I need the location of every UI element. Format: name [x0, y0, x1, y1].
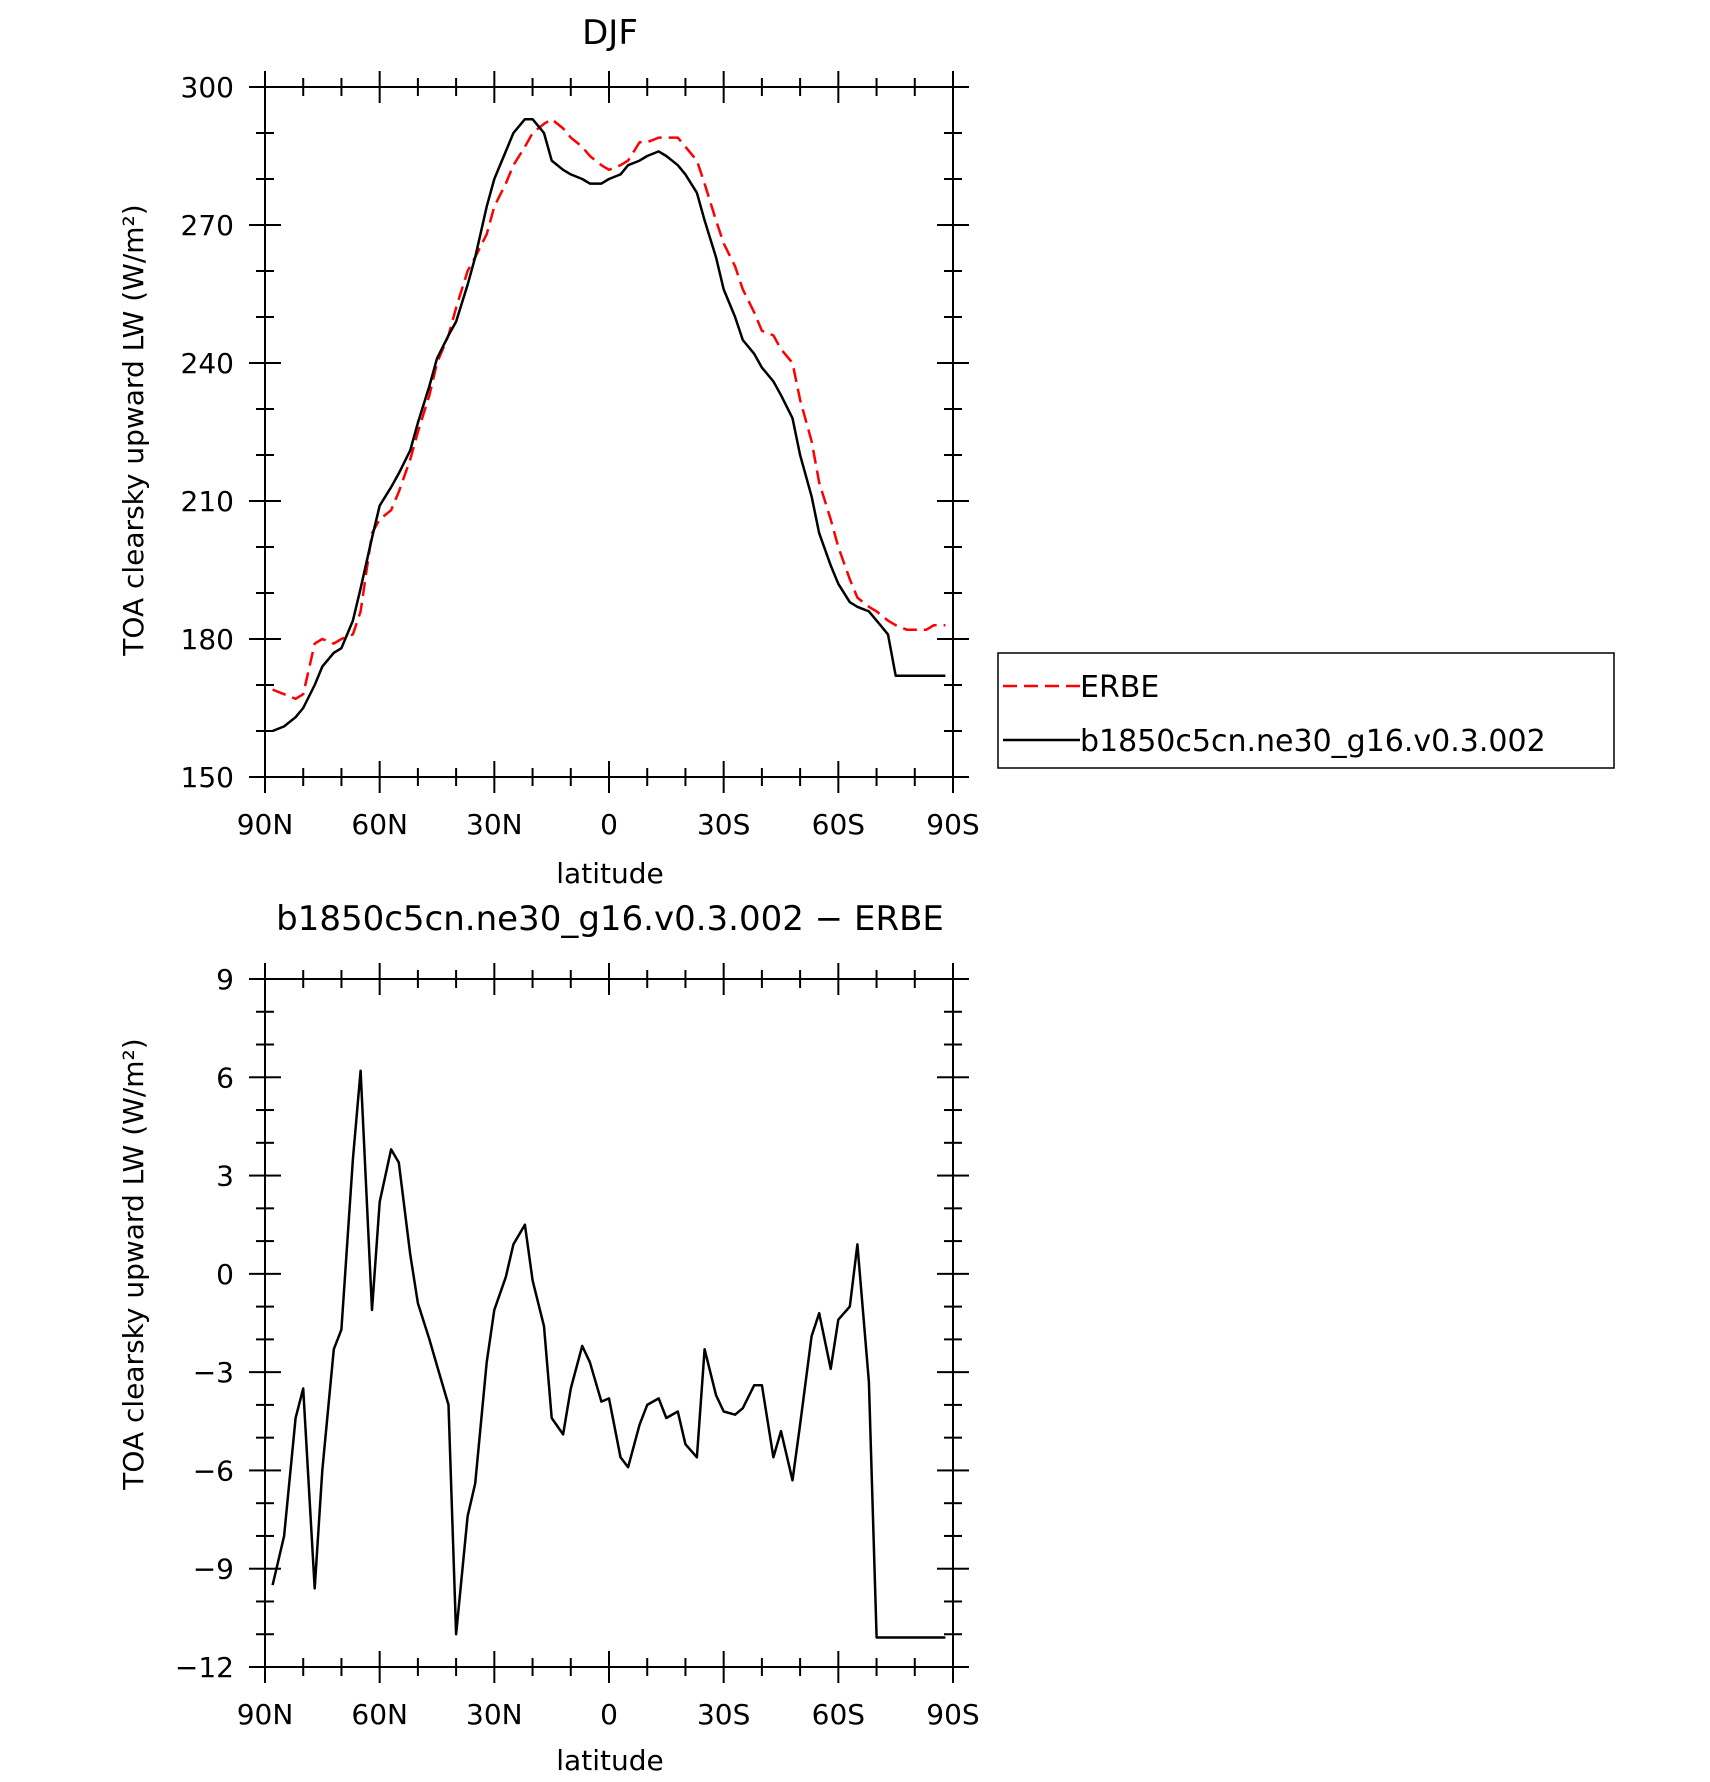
x-tick-label: 30S — [697, 808, 750, 841]
x-tick-label: 60S — [812, 1698, 865, 1731]
top-series-layer — [272, 117, 946, 733]
x-tick-label: 60N — [351, 1698, 408, 1731]
y-tick-label: 180 — [181, 623, 234, 656]
legend: ERBE b1850c5cn.ne30_g16.v0.3.002 — [997, 652, 1615, 769]
top-y-axis-label: TOA clearsky upward LW (W/m²) — [117, 204, 150, 656]
y-tick-label: −12 — [175, 1651, 234, 1684]
y-tick-label: 210 — [181, 485, 234, 518]
x-tick-label: 30N — [466, 1698, 523, 1731]
top-x-axis-label: latitude — [556, 857, 663, 890]
legend-label-erbe: ERBE — [1080, 670, 1159, 705]
bottom-y-axis-label: TOA clearsky upward LW (W/m²) — [117, 1038, 150, 1490]
series-line-erbe — [272, 117, 946, 701]
top-panel: DJF latitude TOA clearsky upward LW (W/m… — [117, 13, 980, 890]
bottom-plot-area: 90N 60N 30N 0 30S 60S 90S −12 −9 −6 −3 0 3 6 9 — [175, 963, 980, 1731]
x-tick-label: 0 — [600, 1698, 618, 1731]
y-tick-label: 3 — [216, 1160, 234, 1193]
bottom-series-layer — [271, 1069, 946, 1639]
series-line-difference — [271, 1069, 946, 1639]
x-tick-label: 90N — [237, 1698, 294, 1731]
x-tick-label: 0 — [600, 808, 618, 841]
bottom-panel: b1850c5cn.ne30_g16.v0.3.002 − ERBE latit… — [117, 899, 980, 1777]
y-tick-label: 150 — [181, 761, 234, 794]
bottom-chart-title: b1850c5cn.ne30_g16.v0.3.002 − ERBE — [276, 899, 944, 939]
x-tick-label: 30S — [697, 1698, 750, 1731]
y-tick-label: 240 — [181, 347, 234, 380]
x-tick-label: 60N — [351, 808, 408, 841]
y-tick-label: 270 — [181, 209, 234, 242]
x-tick-label: 90S — [926, 1698, 979, 1731]
x-tick-label: 90S — [926, 808, 979, 841]
bottom-x-axis-label: latitude — [556, 1744, 663, 1777]
top-plot-area: 90N 60N 30N 0 30S 60S 90S 150 180 210 240 270 300 — [181, 71, 980, 841]
y-tick-label: −6 — [193, 1454, 234, 1487]
top-chart-title: DJF — [582, 13, 638, 53]
legend-box — [997, 652, 1615, 769]
y-tick-label: −3 — [193, 1356, 234, 1389]
x-tick-label: 60S — [812, 808, 865, 841]
x-tick-label: 30N — [466, 808, 523, 841]
y-tick-label: −9 — [193, 1553, 234, 1586]
y-tick-label: 9 — [216, 963, 234, 996]
plot-frame — [264, 86, 954, 778]
x-tick-label: 90N — [237, 808, 294, 841]
legend-label-model: b1850c5cn.ne30_g16.v0.3.002 — [1080, 724, 1546, 759]
plot-frame — [264, 978, 954, 1668]
y-tick-label: 6 — [216, 1061, 234, 1094]
series-line-b1850c5cn-ne30-g16-v0-3-002 — [272, 117, 946, 733]
y-tick-label: 300 — [181, 71, 234, 104]
y-tick-label: 0 — [216, 1258, 234, 1291]
